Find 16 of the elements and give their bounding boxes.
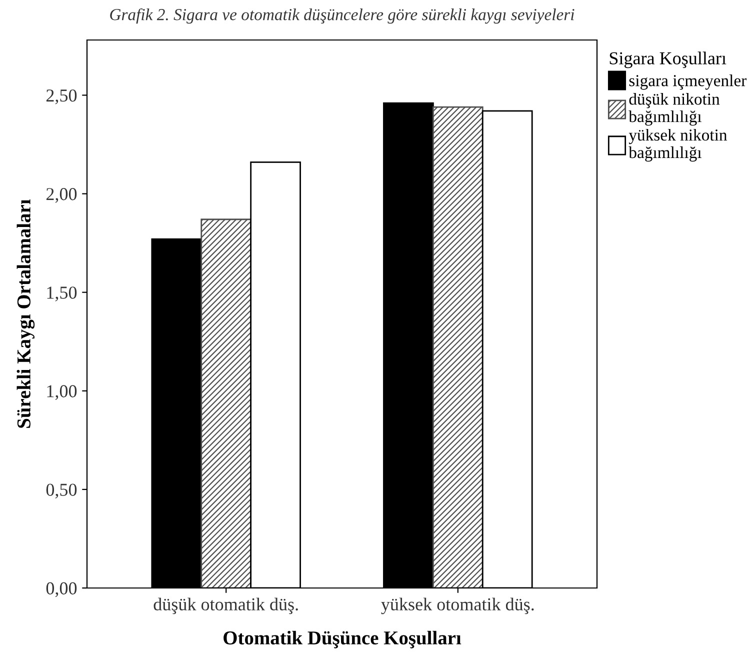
legend-label: sigara içmeyenler	[629, 74, 747, 90]
y-tick-label: 0,50	[46, 484, 77, 498]
chart-title: Grafik 2. Sigara ve otomatik düşüncelere göre sürekli kaygı seviyeleri	[110, 8, 574, 24]
y-axis-title: Sürekli Kaygı Ortalamaları	[16, 199, 35, 428]
y-tick-label: 2,50	[46, 89, 77, 104]
y-tick-label: 1,00	[47, 385, 77, 400]
bar	[432, 106, 484, 588]
bar	[200, 218, 252, 588]
x-tick-label: düşük otomatik düş.	[154, 598, 298, 614]
y-tick-label: 0,00	[46, 582, 77, 598]
legend-label: yüksek nikotin bağımlılığı	[628, 128, 728, 162]
x-tick-label: yüksek otomatik düş.	[381, 598, 534, 614]
y-tick-label: 1,50	[47, 286, 77, 302]
x-axis-title: Otomatik Düşünce Koşulları	[224, 630, 462, 648]
legend-title: Sigara Koşulları	[610, 52, 726, 68]
y-tick-label: 2,00	[46, 188, 77, 203]
